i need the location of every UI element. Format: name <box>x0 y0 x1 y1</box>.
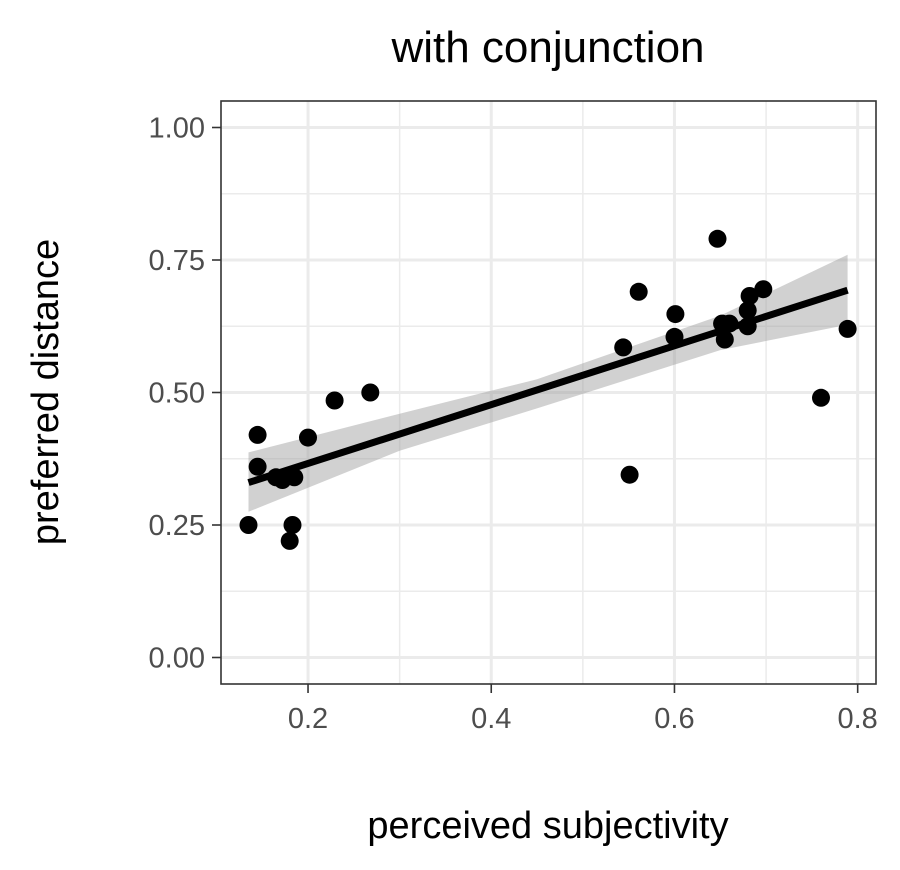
major-gridlines <box>221 101 876 684</box>
y-tick-label: 0.75 <box>149 245 205 277</box>
data-point <box>325 391 344 410</box>
data-point <box>248 425 267 444</box>
data-point <box>299 428 317 447</box>
data-point <box>614 338 633 357</box>
data-point <box>666 305 685 324</box>
data-points <box>239 229 857 550</box>
data-point <box>629 282 648 301</box>
data-point <box>715 330 734 349</box>
data-point <box>738 301 757 320</box>
data-point <box>838 319 857 338</box>
data-point <box>361 383 380 402</box>
data-point <box>280 531 299 550</box>
y-tick-label: 0.50 <box>149 378 205 410</box>
y-tick-label: 1.00 <box>149 113 205 145</box>
data-point <box>620 465 639 484</box>
fit-line-layer <box>247 286 849 486</box>
data-point <box>283 516 302 534</box>
y-tick-label: 0.25 <box>149 510 205 542</box>
data-point <box>754 280 773 299</box>
y-axis: 0.00 0.25 0.50 0.75 1.00 <box>149 113 221 675</box>
x-axis-title: perceived subjectivity <box>367 805 728 847</box>
x-tick-label: 0.2 <box>288 703 328 735</box>
x-axis: 0.2 0.4 0.6 0.8 <box>288 684 878 735</box>
y-tick-label: 0.00 <box>149 643 205 675</box>
x-tick-label: 0.6 <box>654 703 694 735</box>
y-axis-title: preferred distance <box>25 239 67 545</box>
chart-title: with conjunction <box>390 23 704 72</box>
data-point <box>812 388 830 407</box>
x-tick-label: 0.8 <box>838 703 878 735</box>
data-point <box>708 229 727 248</box>
data-point <box>248 457 267 476</box>
x-tick-label: 0.4 <box>471 703 511 735</box>
regression-line <box>247 286 849 486</box>
data-point <box>740 287 759 305</box>
data-point <box>239 516 258 534</box>
